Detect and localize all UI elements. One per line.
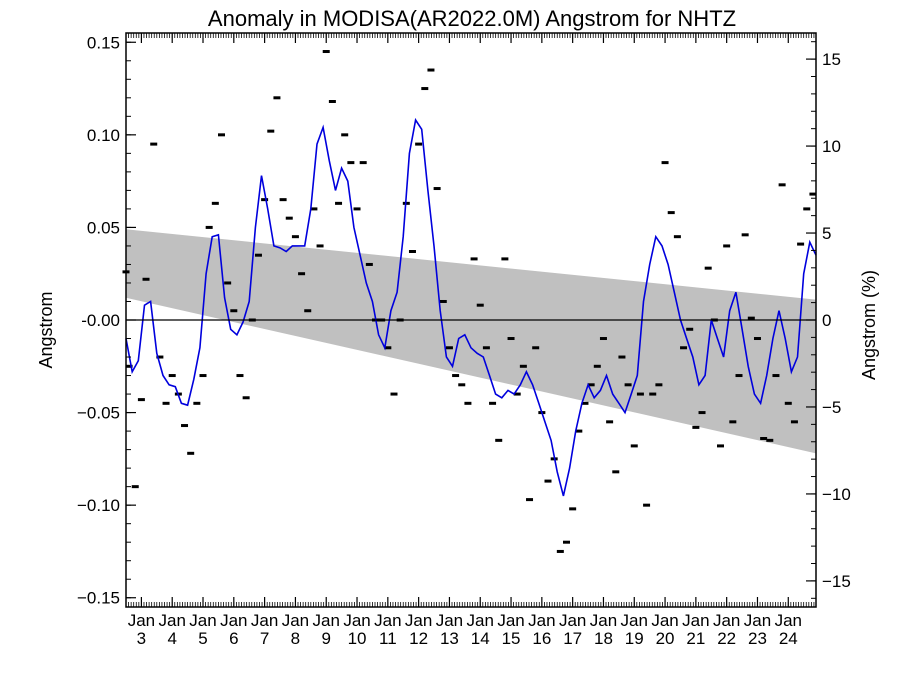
- x-tick-year: 13: [440, 629, 459, 648]
- x-tick-month: Jan: [374, 611, 401, 630]
- x-tick-year: 23: [748, 629, 767, 648]
- smoothed-line: [125, 117, 817, 497]
- x-tick-month: Jan: [775, 611, 802, 630]
- x-tick-year: 20: [656, 629, 675, 648]
- x-tick-month: Jan: [528, 611, 555, 630]
- x-tick-year: 3: [137, 629, 146, 648]
- x-tick-month: Jan: [343, 611, 370, 630]
- x-tick-month: Jan: [282, 611, 309, 630]
- x-tick-year: 10: [348, 629, 367, 648]
- y2-tick-label: −10: [822, 485, 851, 504]
- x-tick-month: Jan: [313, 611, 340, 630]
- y-axis-right: 15 10 5 0 −5 −10 −15: [806, 41, 851, 599]
- uncertainty-band: [126, 229, 816, 454]
- y2-tick-label: 5: [822, 224, 831, 243]
- x-axis: Jan3Jan4Jan5Jan6Jan7Jan8Jan9Jan10Jan11Ja…: [125, 33, 815, 648]
- y2-tick-label: −5: [822, 398, 841, 417]
- y-axis-left: 0.15 0.10 0.05 -0.00 −0.05 −0.10 −0.15: [77, 33, 136, 608]
- y2-axis-label: Angstrom (%): [859, 270, 879, 380]
- x-tick-month: Jan: [128, 611, 155, 630]
- y-axis-label: Angstrom: [36, 291, 56, 368]
- x-tick-year: 7: [260, 629, 269, 648]
- x-tick-month: Jan: [713, 611, 740, 630]
- y2-tick-label: 15: [822, 50, 841, 69]
- x-tick-year: 12: [409, 629, 428, 648]
- x-tick-year: 6: [229, 629, 238, 648]
- x-tick-month: Jan: [158, 611, 185, 630]
- band-polygon: [126, 229, 816, 454]
- x-tick-year: 15: [502, 629, 521, 648]
- x-tick-month: Jan: [436, 611, 463, 630]
- y2-tick-label: −15: [822, 572, 851, 591]
- x-tick-month: Jan: [682, 611, 709, 630]
- y2-tick-label: 0: [822, 311, 831, 330]
- monthly-points: [122, 50, 817, 553]
- y2-tick-label: 10: [822, 137, 841, 156]
- x-tick-year: 8: [291, 629, 300, 648]
- y-tick-label: 0.10: [87, 126, 120, 145]
- y-tick-label: 0.05: [87, 218, 120, 237]
- x-tick-year: 14: [471, 629, 490, 648]
- x-tick-year: 19: [625, 629, 644, 648]
- x-tick-year: 11: [379, 629, 397, 648]
- x-tick-month: Jan: [189, 611, 216, 630]
- x-tick-year: 18: [594, 629, 613, 648]
- x-tick-year: 24: [779, 629, 798, 648]
- x-tick-month: Jan: [251, 611, 278, 630]
- x-tick-year: 16: [532, 629, 551, 648]
- x-tick-year: 5: [198, 629, 207, 648]
- x-tick-year: 17: [563, 629, 582, 648]
- series-line-0: [125, 117, 817, 497]
- x-tick-month: Jan: [467, 611, 494, 630]
- chart-title: Anomaly in MODISA(AR2022.0M) Angstrom fo…: [208, 6, 736, 31]
- x-tick-month: Jan: [405, 611, 432, 630]
- x-tick-year: 4: [167, 629, 176, 648]
- y-tick-label: -0.00: [81, 311, 120, 330]
- x-tick-year: 9: [321, 629, 330, 648]
- x-tick-month: Jan: [744, 611, 771, 630]
- y-tick-label: −0.05: [77, 404, 120, 423]
- x-tick-year: 22: [717, 629, 736, 648]
- x-tick-month: Jan: [621, 611, 648, 630]
- x-tick-month: Jan: [590, 611, 617, 630]
- y-tick-label: −0.15: [77, 589, 120, 608]
- y-tick-label: 0.15: [87, 33, 120, 52]
- x-tick-month: Jan: [651, 611, 678, 630]
- x-tick-month: Jan: [497, 611, 524, 630]
- x-tick-year: 21: [686, 629, 705, 648]
- y-tick-label: −0.10: [77, 496, 120, 515]
- x-tick-month: Jan: [559, 611, 586, 630]
- x-tick-month: Jan: [220, 611, 247, 630]
